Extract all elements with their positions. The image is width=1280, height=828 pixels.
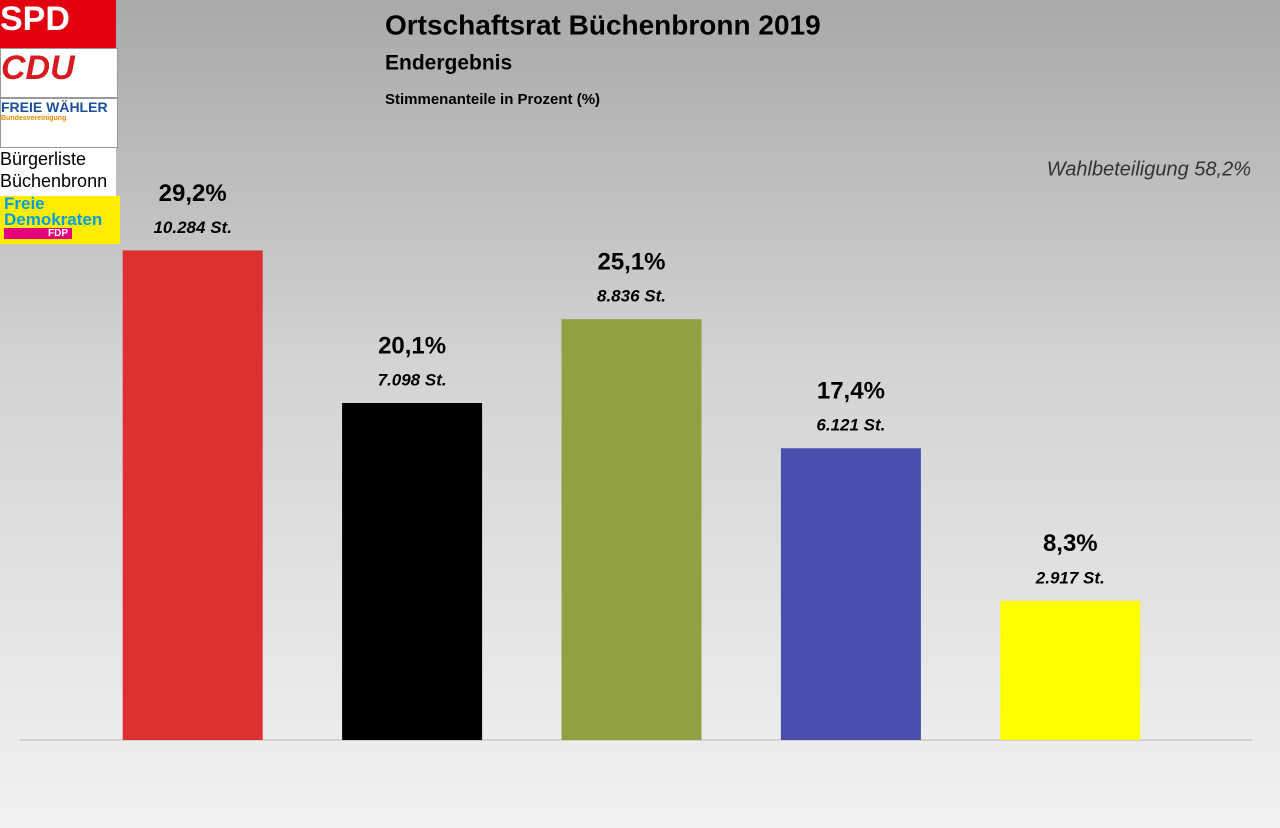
category-label: Freie Demokraten	[4, 194, 103, 229]
value-label: 29,2%	[159, 180, 227, 207]
bar	[780, 448, 921, 740]
category-label: SPD	[0, 0, 70, 38]
value-label: 25,1%	[597, 249, 665, 276]
party-logo: CDU	[0, 48, 118, 98]
vote-label: 8.836 St.	[597, 287, 666, 306]
logo-subtext: Bundesvereinigung	[1, 115, 67, 122]
vote-label: 10.284 St.	[153, 218, 231, 237]
bar	[561, 319, 702, 740]
party-logo: SPD	[0, 0, 116, 48]
vote-label: 7.098 St.	[378, 370, 447, 389]
party-logo: FREIE WÄHLER Bundesvereinigung	[0, 98, 118, 148]
category-label: CDU	[1, 49, 75, 87]
party-logo: Bürgerliste Büchenbronn	[0, 148, 116, 196]
category-label: Bürgerliste Büchenbronn	[0, 149, 108, 191]
value-label: 17,4%	[817, 378, 885, 405]
bar	[342, 402, 483, 740]
annotation: Wahlbeteiligung 58,2%	[1047, 158, 1251, 180]
value-label: 20,1%	[378, 332, 446, 359]
category-label: FREIE WÄHLER	[1, 99, 108, 115]
value-label: 8,3%	[1043, 530, 1098, 557]
vote-label: 2.917 St.	[1035, 568, 1105, 587]
vote-label: 6.121 St.	[816, 416, 885, 435]
logo-subtext: FDP	[4, 228, 72, 239]
bar	[1000, 600, 1141, 740]
chart-title: Ortschaftsrat Büchenbronn 2019	[385, 9, 821, 40]
value-description: Stimmenanteile in Prozent (%)	[385, 91, 600, 108]
party-logo: Freie Demokraten FDP	[0, 194, 120, 244]
bar	[122, 250, 263, 740]
chart-subtitle: Endergebnis	[385, 52, 512, 75]
